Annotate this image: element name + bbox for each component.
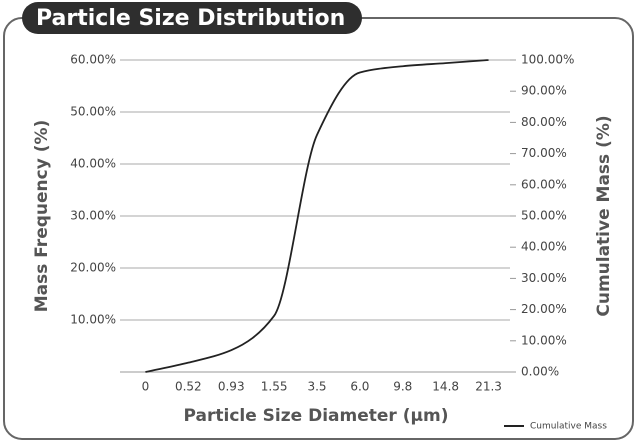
y-tick-label: 40.00% (70, 157, 116, 171)
y2-tick-label: 70.00% (521, 146, 567, 160)
y2-tick-label: 0.00% (521, 365, 559, 379)
x-tick-label: 21.3 (475, 380, 502, 394)
x-tick-label: 14.8 (432, 380, 459, 394)
y-tick-label: 20.00% (70, 261, 116, 275)
x-tick-label: 3.5 (307, 380, 326, 394)
x-tick-label: 0.52 (175, 380, 202, 394)
y2-tick-label: 30.00% (521, 271, 567, 285)
x-tick-label: 0 (142, 380, 150, 394)
x-tick-label: 1.55 (261, 380, 288, 394)
y2-tick-label: 20.00% (521, 302, 567, 316)
y2-tick-label: 40.00% (521, 240, 567, 254)
y2-tick-label: 80.00% (521, 115, 567, 129)
y2-tick-label: 10.00% (521, 333, 567, 347)
legend-label: Cumulative Mass (530, 422, 607, 432)
y-tick-label: 50.00% (70, 105, 116, 119)
y2-axis-label: Cumulative Mass (%) (594, 115, 614, 316)
title-tab (22, 2, 362, 34)
y2-tick-label: 100.00% (521, 53, 574, 67)
y-axis-label: Mass Frequency (%) (32, 120, 52, 313)
y2-tick-label: 50.00% (521, 209, 567, 223)
x-axis-label: Particle Size Diameter (µm) (184, 406, 449, 426)
y2-tick-label: 60.00% (521, 177, 567, 191)
y-tick-label: 10.00% (70, 313, 116, 327)
chart-title: Particle Size Distribution (36, 6, 345, 31)
line (145, 59, 489, 373)
y-tick-label: 60.00% (70, 53, 116, 67)
x-tick-label: 9.8 (393, 380, 412, 394)
y-tick-label: 30.00% (70, 209, 116, 223)
x-tick-label: 6.0 (350, 380, 369, 394)
y2-tick-label: 90.00% (521, 84, 567, 98)
x-tick-label: 0.93 (218, 380, 245, 394)
